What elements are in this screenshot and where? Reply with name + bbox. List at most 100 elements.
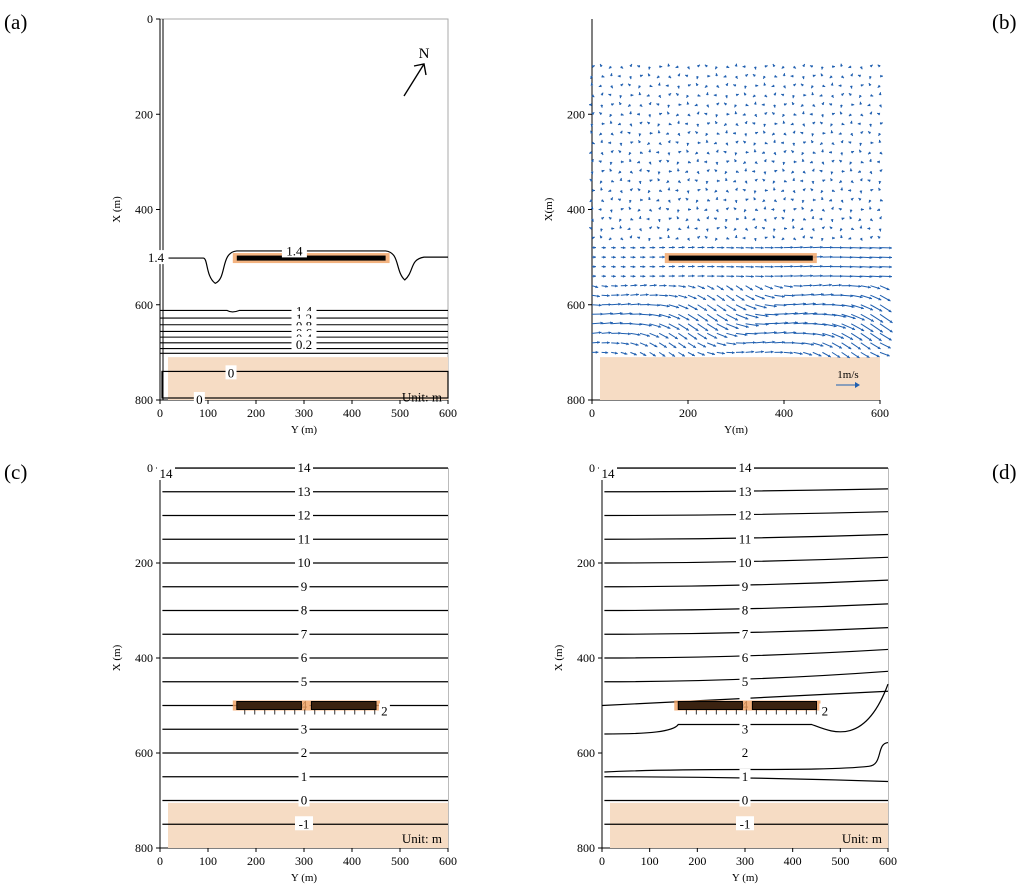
contour-label-bg [739, 768, 751, 783]
contour-label: 0 [196, 392, 203, 407]
velocity-arrowhead [753, 197, 757, 201]
velocity-arrowhead [617, 198, 621, 202]
contour-label-bg [739, 602, 751, 617]
velocity-arrowhead [857, 346, 861, 350]
breakwater [677, 701, 818, 715]
velocity-arrowhead [877, 160, 880, 164]
x-tick-label: 300 [736, 854, 754, 868]
velocity-arrowhead [608, 65, 612, 69]
velocity-arrowhead [610, 150, 614, 154]
velocity-arrowhead [637, 208, 641, 212]
velocity-arrowhead [691, 265, 695, 268]
velocity-arrowhead [593, 265, 596, 269]
velocity-arrowhead [648, 114, 652, 118]
velocity-arrowhead [742, 65, 746, 69]
velocity-arrowhead [860, 84, 864, 87]
velocity-arrowhead [868, 206, 872, 210]
velocity-arrowhead [751, 350, 755, 354]
velocity-arrowhead [868, 83, 872, 87]
velocity-arrowhead [792, 190, 796, 194]
velocity-arrowhead [716, 132, 720, 135]
velocity-arrowhead [889, 265, 892, 269]
velocity-arrowhead [870, 141, 874, 145]
velocity-arrowhead [780, 265, 784, 269]
velocity-arrowhead [733, 227, 737, 231]
velocity-arrowhead [772, 228, 776, 232]
y-tick-label: 200 [567, 107, 585, 121]
velocity-arrowhead [811, 293, 815, 296]
velocity-arrowhead [848, 189, 851, 192]
velocity-arrowhead [648, 102, 652, 106]
velocity-arrowhead [886, 353, 890, 357]
velocity-arrowhead [619, 311, 623, 315]
contour-label-bg [295, 460, 313, 474]
scale-label: 1m/s [837, 369, 858, 381]
velocity-arrowhead [782, 168, 786, 172]
velocity-arrowhead [741, 350, 745, 354]
velocity-arrowhead [811, 181, 815, 184]
velocity-arrowhead [829, 283, 832, 287]
velocity-arrowhead [859, 101, 863, 105]
contour-label-bg [736, 483, 754, 498]
y-tick-label: 800 [135, 841, 153, 855]
velocity-arrowhead [860, 113, 864, 117]
velocity-arrowhead [611, 103, 615, 106]
velocity-arrowhead [620, 237, 624, 241]
velocity-arrowhead [639, 121, 643, 125]
velocity-arrowhead [721, 265, 725, 269]
velocity-arrowhead [619, 177, 623, 181]
shore-area [600, 357, 880, 400]
velocity-arrowhead [858, 284, 862, 288]
velocity-arrowhead [830, 171, 834, 175]
velocity-arrowhead [725, 95, 728, 99]
velocity-arrowhead [800, 284, 803, 288]
contour-label: 5 [301, 674, 308, 689]
velocity-arrowhead [638, 92, 642, 96]
y-tick-label: 200 [577, 556, 595, 570]
velocity-arrowhead [809, 236, 813, 240]
velocity-arrowhead [733, 308, 737, 311]
velocity-arrowhead [648, 197, 651, 200]
velocity-arrowhead [848, 346, 852, 350]
velocity-arrowhead [792, 341, 795, 345]
x-tick-label: 300 [295, 854, 313, 868]
velocity-arrowhead [695, 151, 699, 155]
velocity-arrowhead [820, 245, 823, 249]
velocity-arrowhead [773, 139, 776, 143]
velocity-arrowhead [637, 188, 641, 192]
panel-b-label: (b) [992, 10, 1017, 34]
velocity-arrowhead [712, 297, 716, 301]
velocity-arrowhead [613, 274, 616, 278]
velocity-arrowhead [840, 104, 843, 108]
velocity-arrowhead [781, 189, 785, 192]
velocity-arrowhead [657, 123, 661, 127]
velocity-arrowhead [724, 318, 728, 322]
velocity-arrowhead [694, 179, 698, 183]
x-tick-label: 100 [199, 854, 217, 868]
velocity-arrowhead [792, 65, 796, 69]
velocity-arrowhead [695, 131, 699, 135]
velocity-arrowhead [848, 65, 852, 69]
velocity-arrowhead [608, 331, 612, 335]
contour-label: 6 [301, 650, 308, 665]
velocity-arrowhead [676, 113, 680, 117]
breakwater-segment [310, 701, 377, 710]
velocity-arrowhead [840, 246, 843, 250]
y-tick-label: 400 [135, 651, 153, 665]
velocity-arrowhead [848, 284, 852, 288]
velocity-arrowhead [780, 246, 784, 250]
velocity-arrowhead [617, 74, 621, 78]
velocity-arrowhead [677, 180, 681, 183]
velocity-arrowhead [619, 218, 622, 222]
velocity-arrowhead [812, 151, 816, 154]
velocity-arrowhead [866, 355, 870, 358]
velocity-arrowhead [657, 178, 661, 182]
velocity-arrowhead [646, 93, 650, 97]
velocity-arrowhead [754, 225, 757, 229]
velocity-arrowhead [637, 65, 641, 68]
velocity-arrowhead [741, 274, 744, 278]
x-axis-label: Y(m) [724, 424, 748, 436]
velocity-arrowhead [819, 217, 823, 221]
velocity-arrowhead [745, 103, 749, 107]
velocity-arrowhead [850, 294, 854, 298]
